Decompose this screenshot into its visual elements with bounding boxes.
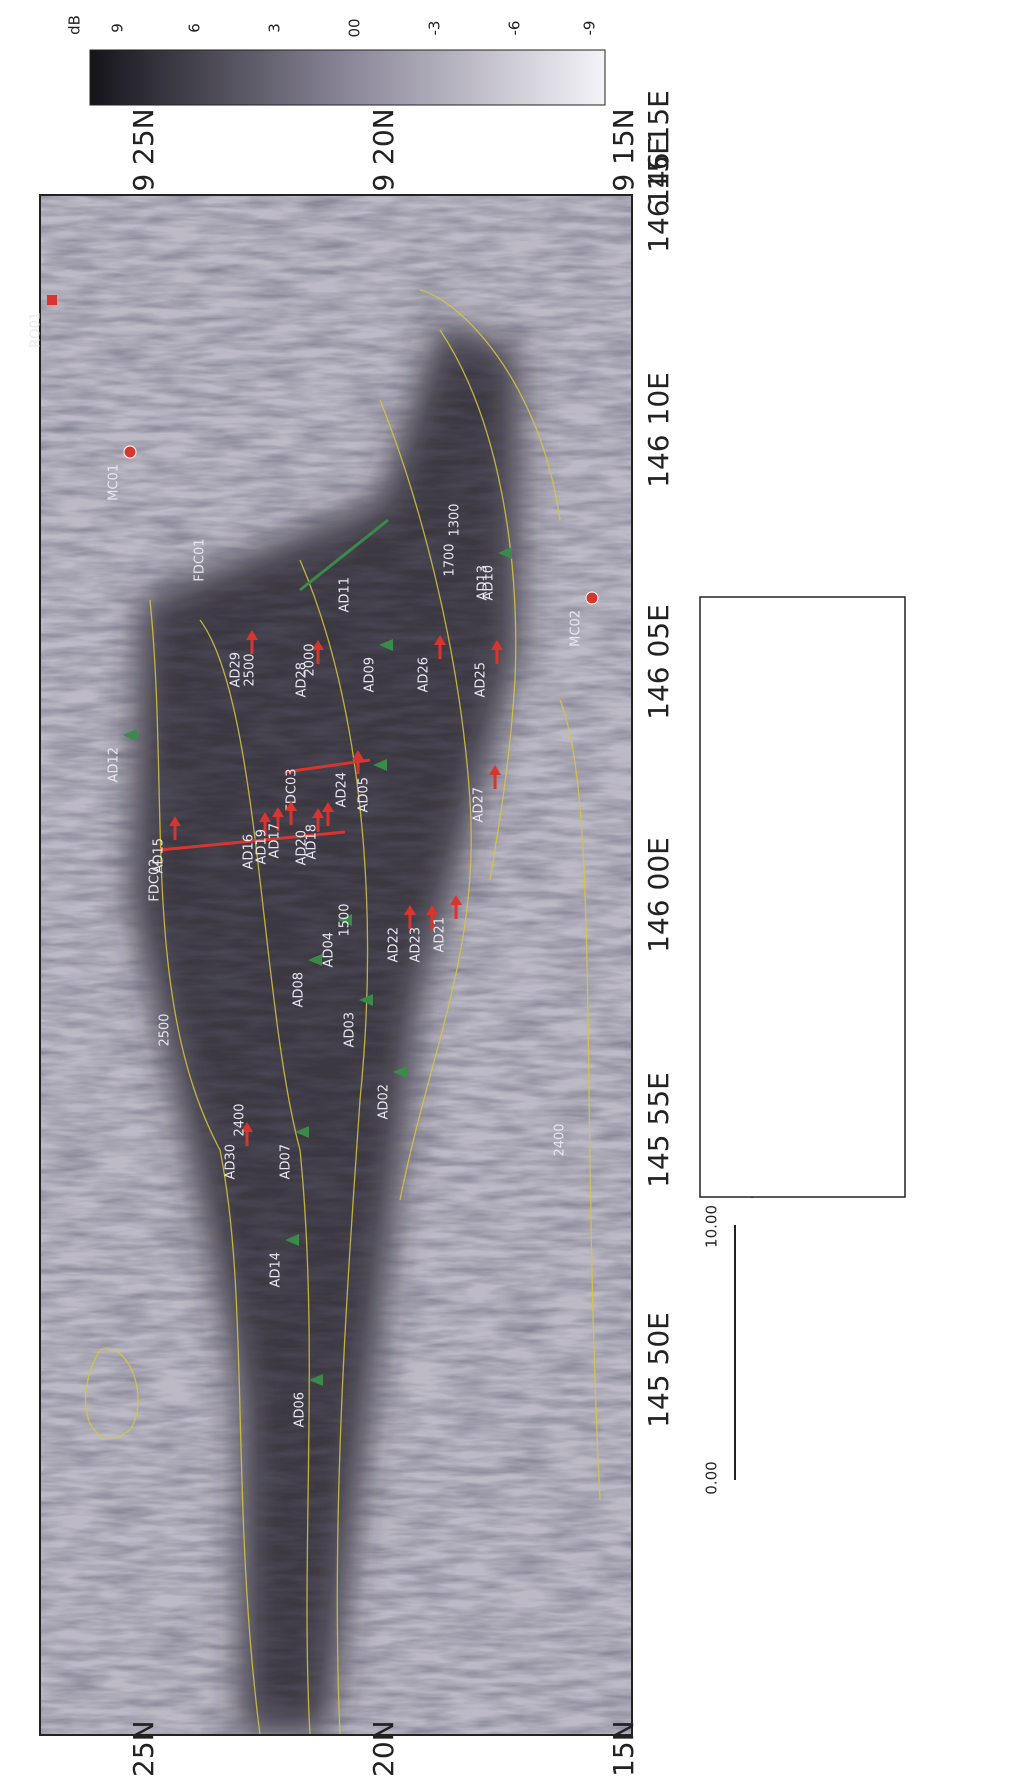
site-label: AD27 (472, 787, 487, 822)
latitude-label: 9 15N (607, 1720, 640, 1781)
figure: dB 9 6 3 00 -3 -6 -9 146 15E 146 10E 146 05E 146 00… (0, 0, 1025, 1781)
contour-label: 2500 (243, 653, 258, 686)
square-marker (47, 295, 57, 305)
colorbar-tick: 3 (266, 23, 284, 33)
site-label: AD18 (305, 824, 320, 859)
site-label: AD26 (417, 657, 432, 692)
longitude-label: 145 50E (642, 1312, 675, 1428)
site-label: AD24 (335, 772, 350, 807)
site-label: AD17 (268, 823, 283, 858)
latitude-label: 9 25N (127, 1720, 160, 1781)
circle-marker (124, 446, 136, 458)
site-label: AD15 (152, 838, 167, 873)
site-label: AD04 (322, 932, 337, 967)
contour-label: 1300 (448, 503, 463, 536)
colorbar-tick: -9 (581, 21, 599, 36)
longitude-label: 146 00E (642, 837, 675, 953)
site-label: AD30 (224, 1144, 239, 1179)
contour-label: 2400 (233, 1103, 248, 1136)
contour-label: 2400 (553, 1123, 568, 1156)
contour-label: 2500 (158, 1013, 173, 1046)
contour-label: 1700 (443, 543, 458, 576)
latitude-label: 9 20N (367, 108, 400, 191)
site-label: AD11 (338, 577, 353, 612)
site-label: RO01 (29, 312, 44, 348)
site-label: AD14 (269, 1252, 284, 1287)
site-label: MC01 (107, 464, 122, 501)
site-label: AD07 (279, 1144, 294, 1179)
site-label: AD10 (482, 565, 497, 600)
contour-label: 2000 (303, 643, 318, 676)
longitude-label: 146 05E (642, 604, 675, 720)
site-label: AD05 (357, 777, 372, 812)
fdc-label: FDC01 (193, 538, 208, 581)
scale-start: 0.00 (703, 1461, 721, 1494)
longitude-label: 145 55E (642, 1072, 675, 1188)
latitude-label: 9 20N (367, 1720, 400, 1781)
site-label: MC02 (569, 610, 584, 647)
site-label: AD29 (229, 652, 244, 687)
contour-label: 1500 (338, 903, 353, 936)
colorbar-tick: -6 (506, 21, 524, 36)
longitude-label: 146 10E (642, 372, 675, 488)
circle-marker (586, 592, 598, 604)
latitude-label: 9 25N (127, 108, 160, 191)
site-label: AD22 (387, 927, 402, 962)
colorbar-tick: -3 (426, 21, 444, 36)
colorbar (90, 50, 605, 105)
colorbar-unit: dB (66, 15, 84, 35)
site-label: AD06 (293, 1392, 308, 1427)
site-label: AD25 (474, 662, 489, 697)
colorbar-tick: 9 (109, 23, 127, 33)
site-label: AD08 (292, 972, 307, 1007)
legend-box (700, 597, 905, 1197)
site-label: AD23 (409, 927, 424, 962)
colorbar-tick: 00 (346, 18, 364, 37)
scale-end: 10.00 (703, 1205, 721, 1248)
colorbar-tick: 6 (186, 23, 204, 33)
site-label: AD12 (107, 747, 122, 782)
site-label: AD03 (343, 1012, 358, 1047)
latitude-label: 9 15N (607, 108, 640, 191)
site-label: AD02 (377, 1084, 392, 1119)
longitude-label: 146 15E (642, 90, 675, 206)
site-label: AD09 (363, 657, 378, 692)
site-label: AD21 (433, 917, 448, 952)
